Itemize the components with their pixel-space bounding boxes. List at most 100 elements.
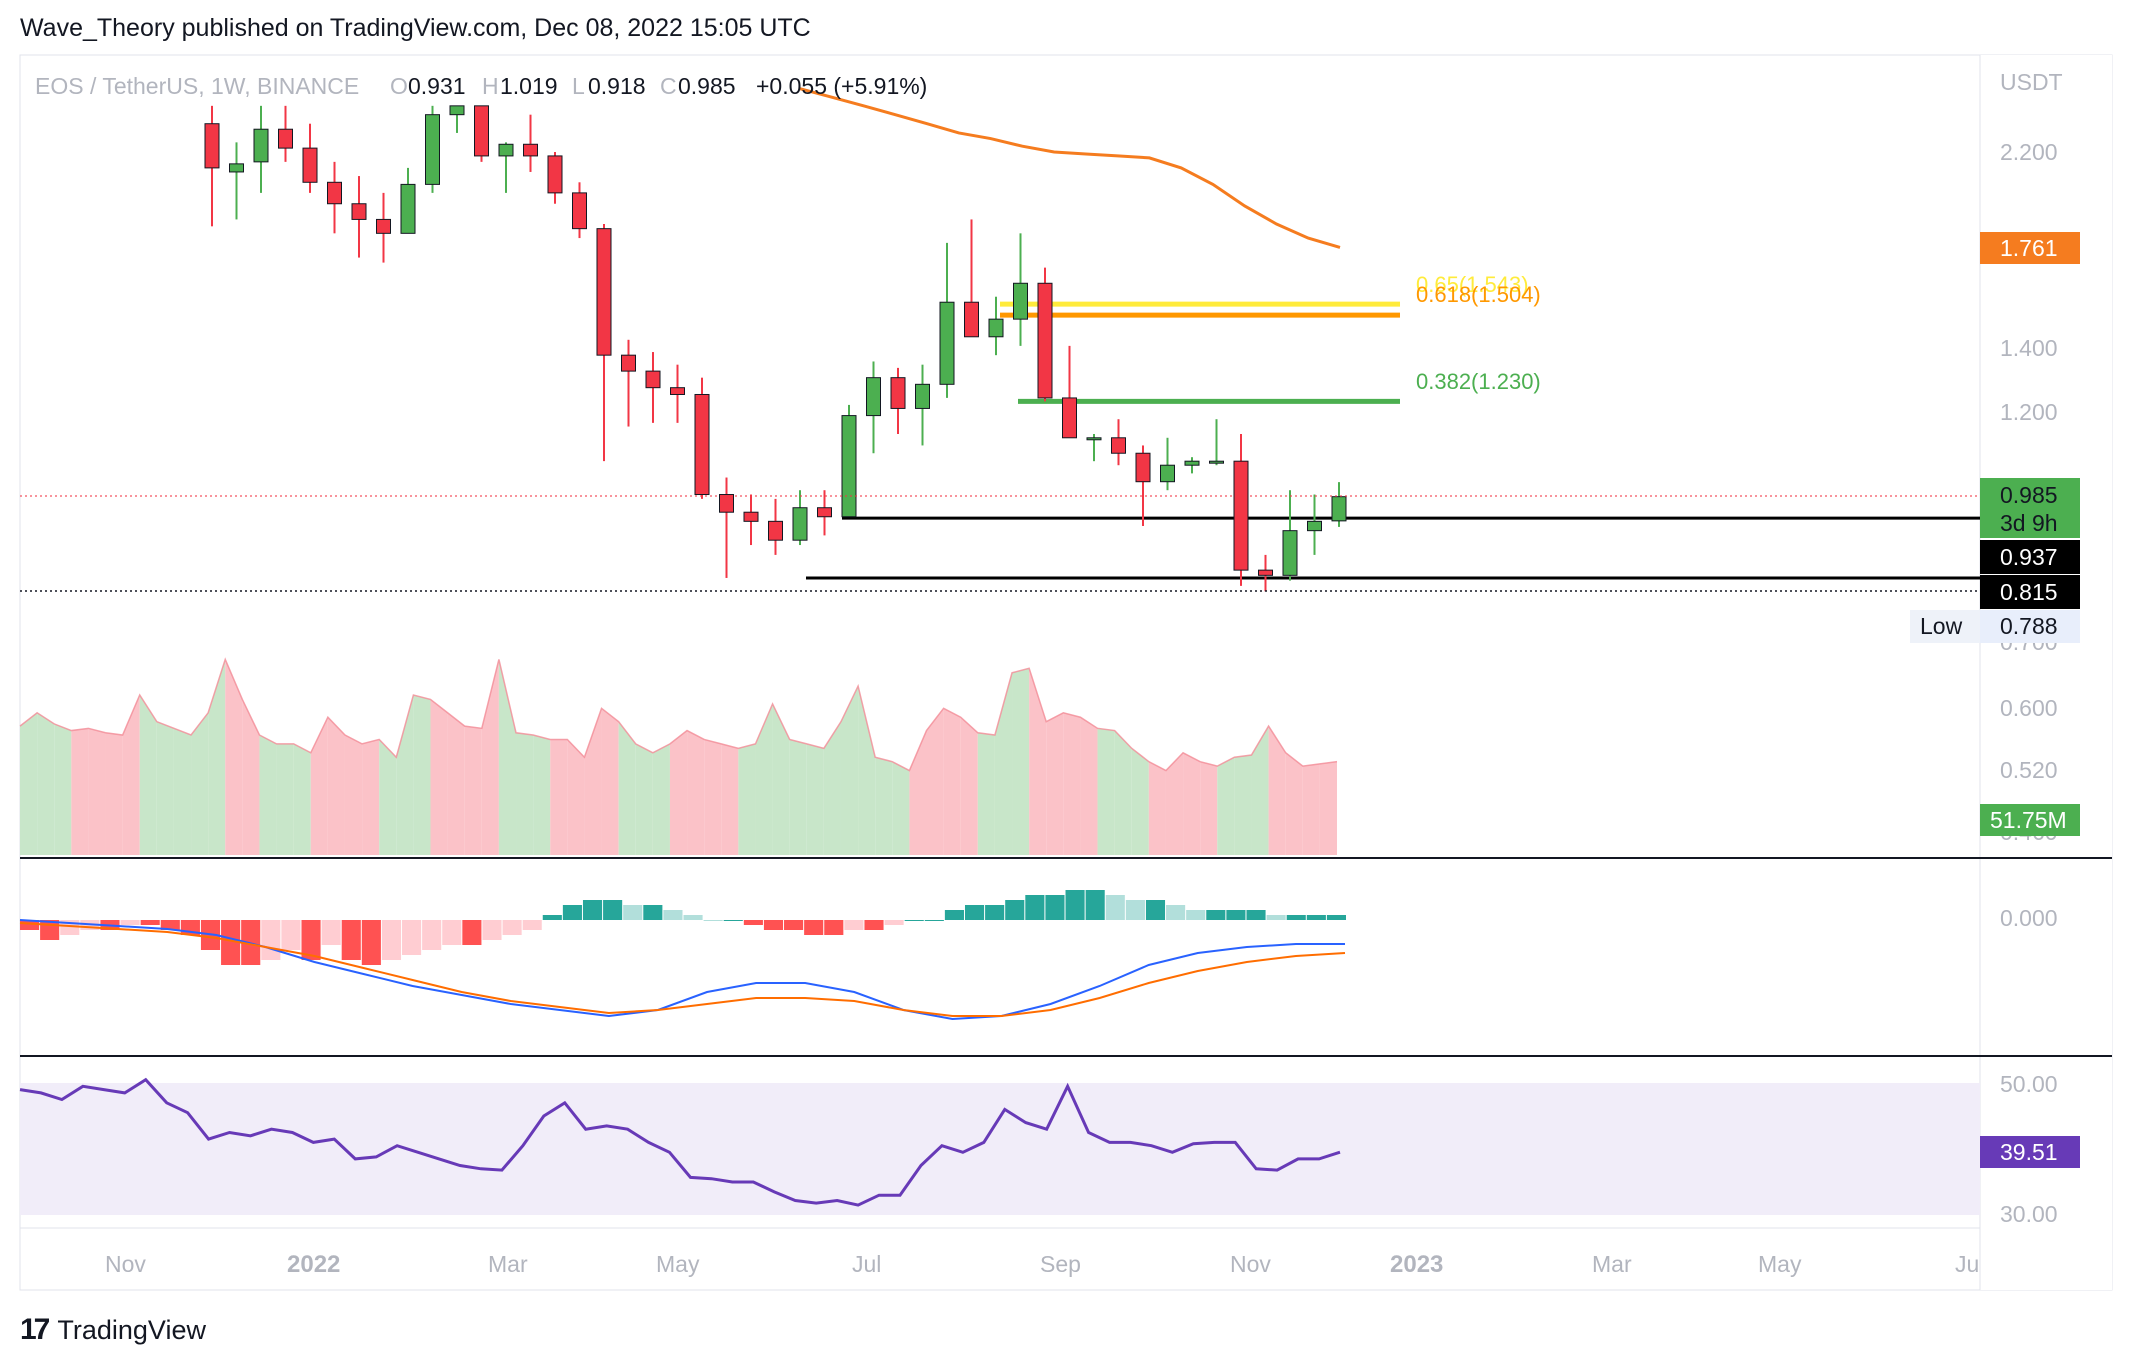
- time-label: Nov: [105, 1251, 146, 1277]
- candle-series: [204, 105, 1347, 592]
- candle-body: [621, 354, 636, 372]
- ema-value: 1.761: [2000, 235, 2058, 261]
- volume-segment: [1131, 748, 1149, 855]
- price-axis-currency: USDT: [2000, 69, 2063, 95]
- volume-segment: [943, 708, 961, 855]
- macd-histogram-bar: [924, 920, 944, 921]
- macd-histogram-bar: [301, 920, 321, 960]
- macd-histogram-bar: [623, 905, 643, 920]
- macd-histogram-bar: [120, 920, 140, 925]
- brand-name: TradingView: [57, 1314, 206, 1345]
- volume-segment: [105, 732, 123, 855]
- candle-body: [547, 155, 563, 194]
- macd-histogram-bar: [804, 920, 824, 935]
- macd-histogram-bar: [1166, 905, 1186, 920]
- macd-histogram-bar: [321, 920, 341, 945]
- time-label: Jul: [852, 1251, 881, 1277]
- signal-line: [19, 922, 1346, 1017]
- fib-0382-label: 0.382(1.230): [1416, 369, 1541, 394]
- macd-series: [19, 890, 1346, 1021]
- price-levels: [806, 301, 1980, 580]
- legend-close-label: C: [660, 73, 677, 99]
- candle-body: [1111, 437, 1126, 454]
- brand[interactable]: 17 TradingView: [20, 1310, 206, 1350]
- legend-high-value: 1.019: [500, 73, 558, 99]
- volume-segment: [242, 699, 260, 855]
- volume-segment: [88, 728, 106, 855]
- candle-body: [792, 507, 808, 541]
- candle-body: [351, 203, 367, 220]
- candle-body: [645, 370, 661, 389]
- candle-body: [474, 105, 489, 157]
- volume-segment: [447, 712, 465, 855]
- candle-body: [768, 520, 783, 541]
- macd-histogram-bar: [743, 920, 763, 925]
- rsi-value-box: [1980, 1136, 2080, 1168]
- macd-histogram-bar: [844, 920, 864, 930]
- time-label: Nov: [1230, 1251, 1271, 1277]
- volume-segment: [481, 659, 499, 855]
- volume-segment: [293, 743, 311, 855]
- macd-histogram-bar: [542, 915, 562, 920]
- volume-segment: [516, 732, 534, 855]
- candle-body: [449, 105, 465, 116]
- macd-histogram-bar: [1045, 895, 1065, 920]
- macd-histogram-bar: [221, 920, 241, 965]
- candle-body: [988, 318, 1004, 338]
- candle-body: [670, 387, 685, 395]
- macd-histogram-bar: [1025, 895, 1045, 920]
- rsi-tick-30: 30.00: [2000, 1201, 2058, 1227]
- volume-segment: [789, 739, 807, 855]
- price-tick-2200: 2.200: [2000, 139, 2058, 165]
- rsi-value: 39.51: [2000, 1139, 2058, 1165]
- macd-histogram-bar: [402, 920, 422, 955]
- volume-segment: [225, 659, 243, 855]
- macd-histogram-bar: [140, 920, 160, 925]
- macd-histogram-bar: [643, 905, 663, 920]
- volume-value: 51.75M: [1990, 807, 2067, 833]
- legend-open-label: O: [390, 73, 408, 99]
- bar-countdown: 3d 9h: [2000, 510, 2058, 536]
- macd-histogram-bar: [361, 920, 381, 965]
- volume-segment: [1080, 717, 1098, 855]
- volume-segment: [344, 735, 363, 855]
- macd-histogram-bar: [944, 910, 964, 920]
- low-label-box: [1910, 610, 1980, 643]
- macd-histogram-bar: [824, 920, 844, 935]
- volume-segment: [191, 712, 209, 855]
- legend-low-label: L: [572, 73, 585, 99]
- volume-segment: [1285, 752, 1303, 855]
- macd-histogram-bar: [281, 920, 301, 950]
- price-tick-1400: 1.400: [2000, 335, 2058, 361]
- macd-histogram-bar: [904, 920, 924, 921]
- time-label: May: [656, 1251, 700, 1277]
- volume-segment: [430, 699, 448, 855]
- candle-body: [253, 128, 269, 163]
- candle-body: [302, 147, 318, 183]
- volume-segment: [1046, 712, 1064, 855]
- tradingview-logo-icon: 17: [20, 1313, 50, 1346]
- volume-segment: [618, 721, 636, 855]
- level-b-box: [1980, 575, 2080, 609]
- macd-histogram-bar: [985, 905, 1005, 920]
- level-a-box: [1980, 540, 2080, 574]
- volume-segment: [1302, 763, 1320, 855]
- volume-segment: [875, 757, 893, 855]
- legend-high-label: H: [482, 73, 499, 99]
- macd-histogram-bar: [1286, 915, 1306, 920]
- candle-body: [425, 114, 440, 185]
- volume-value-box: [1980, 804, 2080, 836]
- candle-body: [1233, 460, 1249, 571]
- volume-segment: [823, 721, 841, 855]
- macd-tick-zero: 0.000: [2000, 905, 2058, 931]
- macd-histogram-bar: [1005, 900, 1025, 920]
- macd-histogram-bar: [582, 900, 603, 920]
- legend-change: +0.055 (+5.91%): [756, 73, 927, 99]
- macd-histogram-bar: [1085, 890, 1105, 920]
- macd-histogram-bar: [261, 920, 281, 960]
- volume-segment: [601, 708, 619, 855]
- volume-segment: [704, 739, 722, 855]
- volume-segment: [1063, 712, 1081, 855]
- candle-body: [1184, 460, 1200, 466]
